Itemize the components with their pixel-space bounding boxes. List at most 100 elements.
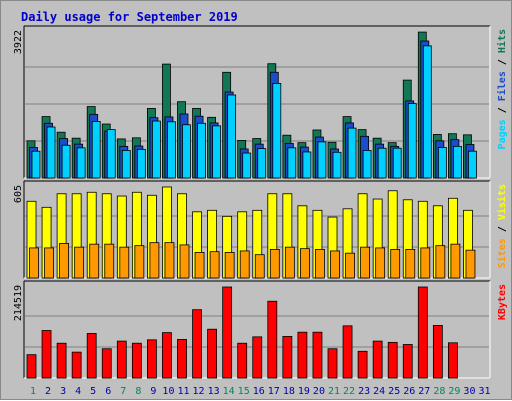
bar-sites-day-10 bbox=[164, 242, 175, 279]
bar-sites-day-5 bbox=[89, 243, 100, 279]
bar-sites-day-23 bbox=[360, 246, 371, 279]
bar-sites-day-27 bbox=[420, 247, 431, 279]
bar-sites-day-15 bbox=[239, 250, 250, 279]
bar-kbytes-day-1 bbox=[26, 354, 37, 379]
x-tick-label: 22 bbox=[343, 386, 355, 397]
bar-sites-day-20 bbox=[315, 249, 325, 279]
bar-kbytes-day-22 bbox=[342, 325, 353, 379]
x-tick-label: 26 bbox=[403, 386, 415, 397]
x-tick-label: 15 bbox=[238, 386, 250, 397]
x-tick-label: 18 bbox=[283, 386, 295, 397]
bar-kbytes-day-25 bbox=[387, 341, 398, 379]
bar-kbytes-day-24 bbox=[372, 340, 383, 379]
bar-sites-day-4 bbox=[74, 246, 85, 279]
x-tick-label: 11 bbox=[177, 386, 189, 397]
bar-kbytes-day-4 bbox=[71, 351, 82, 379]
x-tick-label: 1 bbox=[30, 386, 36, 397]
bar-pages-day-14 bbox=[227, 94, 237, 179]
bar-sites-day-25 bbox=[390, 249, 401, 279]
bar-pages-day-30 bbox=[468, 150, 477, 179]
x-tick-label: 12 bbox=[193, 386, 205, 397]
x-tick-label: 14 bbox=[223, 386, 235, 397]
x-tick-label: 21 bbox=[328, 386, 340, 397]
bar-pages-day-25 bbox=[392, 147, 402, 179]
bar-pages-day-26 bbox=[407, 103, 417, 179]
legend-entry: / bbox=[497, 101, 508, 119]
y-max-label: 214519 bbox=[13, 285, 24, 321]
bar-kbytes-day-18 bbox=[282, 336, 293, 379]
bar-sites-day-29 bbox=[450, 243, 461, 279]
bar-kbytes-day-9 bbox=[146, 339, 157, 379]
legend-entry: / bbox=[497, 53, 508, 71]
bar-sites-day-19 bbox=[299, 248, 310, 279]
bar-kbytes-day-11 bbox=[177, 338, 187, 379]
bar-pages-day-5 bbox=[91, 121, 101, 179]
bar-kbytes-day-10 bbox=[162, 332, 172, 379]
bar-pages-day-9 bbox=[151, 120, 161, 179]
bar-kbytes-day-6 bbox=[101, 348, 112, 379]
bar-sites-day-28 bbox=[435, 245, 446, 279]
bar-sites-day-21 bbox=[330, 250, 340, 279]
bar-pages-day-24 bbox=[377, 147, 387, 179]
bar-kbytes-day-5 bbox=[86, 333, 97, 379]
bar-kbytes-day-2 bbox=[41, 330, 52, 379]
x-tick-label: 16 bbox=[253, 386, 265, 397]
bar-pages-day-16 bbox=[257, 148, 267, 179]
bar-kbytes-day-12 bbox=[192, 309, 202, 379]
x-tick-label: 10 bbox=[162, 386, 174, 397]
bar-kbytes-day-29 bbox=[447, 342, 458, 379]
x-tick-label: 23 bbox=[358, 386, 370, 397]
bar-kbytes-day-7 bbox=[116, 340, 127, 379]
bar-sites-day-3 bbox=[59, 243, 69, 279]
bar-pages-day-6 bbox=[106, 129, 116, 179]
bar-kbytes-day-13 bbox=[207, 328, 218, 379]
legend-entry: Files bbox=[496, 71, 508, 101]
bar-kbytes-day-14 bbox=[222, 286, 233, 379]
bar-sites-day-26 bbox=[405, 249, 416, 279]
bar-kbytes-day-20 bbox=[312, 331, 323, 379]
bar-sites-day-22 bbox=[345, 252, 355, 279]
bar-pages-day-13 bbox=[212, 125, 222, 179]
bar-sites-day-2 bbox=[44, 247, 54, 279]
bar-sites-day-1 bbox=[29, 247, 39, 279]
bar-sites-day-9 bbox=[149, 242, 160, 279]
bar-kbytes-day-16 bbox=[252, 336, 263, 379]
legend-entry: KBytes bbox=[497, 284, 508, 320]
x-tick-label: 6 bbox=[105, 386, 111, 397]
x-tick-label: 31 bbox=[478, 386, 490, 397]
bar-pages-day-8 bbox=[136, 148, 146, 179]
x-tick-label: 7 bbox=[120, 386, 126, 397]
bar-kbytes-day-17 bbox=[267, 300, 278, 379]
bar-pages-day-12 bbox=[197, 122, 206, 179]
bar-pages-day-4 bbox=[76, 147, 86, 179]
x-tick-label: 25 bbox=[388, 386, 400, 397]
x-tick-label: 17 bbox=[268, 386, 280, 397]
legend-hits-files-pages: Pages / Files / Hits bbox=[496, 29, 508, 149]
legend-kbytes: KBytes bbox=[497, 284, 508, 320]
bar-pages-day-20 bbox=[317, 141, 327, 179]
bar-pages-day-10 bbox=[167, 121, 176, 179]
bar-kbytes-day-8 bbox=[131, 342, 142, 379]
x-tick-label: 4 bbox=[75, 386, 81, 397]
bar-pages-day-15 bbox=[242, 152, 252, 179]
bar-kbytes-day-28 bbox=[432, 324, 443, 379]
bar-pages-day-23 bbox=[362, 150, 372, 179]
bar-sites-day-13 bbox=[209, 251, 220, 279]
bar-pages-day-1 bbox=[31, 150, 41, 179]
bar-sites-day-8 bbox=[134, 245, 145, 279]
y-max-label: 605 bbox=[13, 185, 24, 203]
x-tick-label: 27 bbox=[418, 386, 430, 397]
x-tick-label: 5 bbox=[90, 386, 96, 397]
bar-pages-day-21 bbox=[332, 151, 342, 179]
legend-visits-sites: Sites / Visits bbox=[496, 184, 508, 268]
x-tick-label: 28 bbox=[433, 386, 445, 397]
bar-kbytes-day-27 bbox=[417, 286, 428, 379]
bar-sites-day-24 bbox=[375, 247, 386, 279]
x-tick-label: 2 bbox=[45, 386, 51, 397]
bar-kbytes-day-3 bbox=[56, 342, 67, 379]
legend-entry: Visits bbox=[496, 184, 508, 220]
bar-sites-day-6 bbox=[104, 243, 115, 279]
bar-kbytes-day-15 bbox=[237, 342, 248, 379]
x-tick-label: 3 bbox=[60, 386, 66, 397]
